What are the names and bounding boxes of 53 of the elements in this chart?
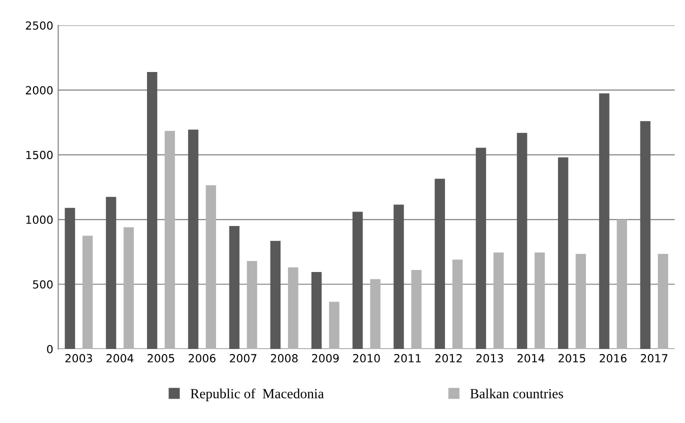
bar	[329, 302, 340, 349]
bar	[164, 130, 175, 349]
bar	[288, 267, 298, 349]
bar	[106, 196, 116, 349]
bar	[229, 226, 240, 349]
bar	[434, 178, 445, 349]
bar	[147, 72, 158, 349]
bar	[640, 121, 650, 349]
bar	[558, 157, 568, 349]
bar	[370, 279, 380, 349]
legend-label: Republic of Macedonia	[190, 388, 324, 402]
bar	[82, 236, 93, 349]
bar	[352, 212, 363, 349]
bar	[411, 270, 422, 349]
x-tick-label: 2008	[270, 354, 298, 362]
bar	[394, 204, 404, 349]
y-tick-label: 1000	[26, 216, 53, 224]
y-tick-label: 2000	[26, 86, 53, 94]
bar	[516, 132, 528, 349]
bar	[452, 260, 463, 349]
bar	[576, 254, 586, 349]
x-tick-label: 2012	[435, 354, 462, 362]
x-tick-label: 2007	[230, 354, 256, 362]
bar	[246, 260, 258, 349]
x-tick-label: 2010	[353, 354, 380, 362]
bar	[64, 208, 76, 349]
bar	[476, 148, 486, 349]
bar	[599, 93, 610, 349]
x-tick-label: 2005	[148, 354, 174, 362]
x-tick-label: 2015	[558, 354, 586, 362]
y-tick-label: 0	[47, 344, 53, 354]
bar	[270, 240, 281, 349]
y-tick-label: 1500	[26, 150, 53, 160]
x-tick-label: 2013	[476, 354, 504, 362]
legend-label: Balkan countries	[470, 388, 564, 398]
x-tick-label: 2004	[106, 354, 134, 362]
bar	[493, 252, 504, 349]
x-tick-label: 2009	[312, 354, 339, 362]
bar	[616, 220, 628, 349]
bar	[124, 227, 134, 349]
x-tick-label: 2016	[600, 354, 627, 362]
x-tick-label: 2003	[65, 354, 92, 362]
bar	[206, 185, 216, 349]
x-tick-label: 2017	[640, 354, 668, 362]
x-tick-label: 2011	[394, 354, 421, 362]
bar	[534, 252, 545, 349]
y-tick-label: 2500	[26, 21, 53, 30]
bar	[188, 130, 198, 349]
x-tick-label: 2006	[188, 354, 216, 362]
x-tick-label: 2014	[518, 354, 544, 362]
bar	[311, 272, 322, 349]
y-tick-label: 500	[33, 280, 53, 289]
bar	[658, 254, 668, 349]
